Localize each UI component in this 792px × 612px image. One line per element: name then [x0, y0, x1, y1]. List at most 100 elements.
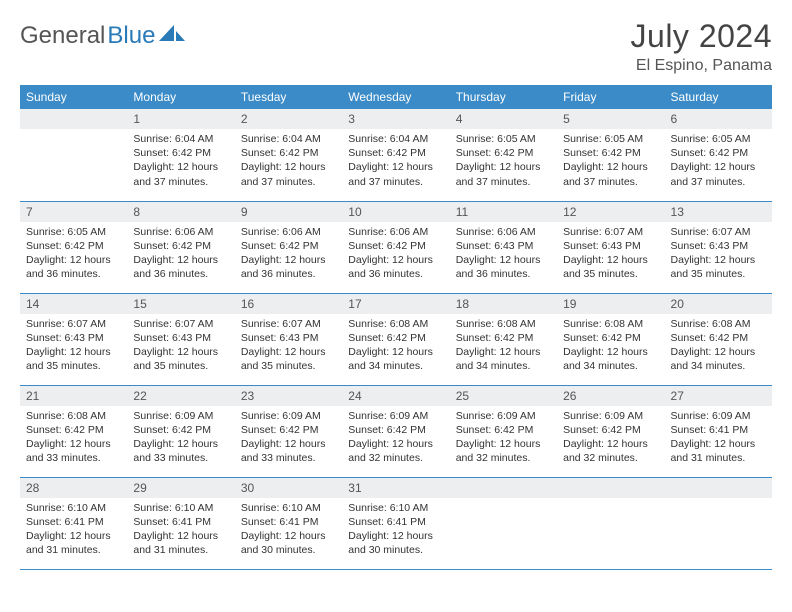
calendar-cell: 27Sunrise: 6:09 AMSunset: 6:41 PMDayligh…: [665, 385, 772, 477]
brand-part1: General: [20, 22, 105, 50]
calendar-cell: 10Sunrise: 6:06 AMSunset: 6:42 PMDayligh…: [342, 201, 449, 293]
day-content: Sunrise: 6:09 AMSunset: 6:41 PMDaylight:…: [665, 406, 772, 472]
calendar-cell: 3Sunrise: 6:04 AMSunset: 6:42 PMDaylight…: [342, 109, 449, 201]
day-content: Sunrise: 6:06 AMSunset: 6:42 PMDaylight:…: [235, 222, 342, 288]
day-number: 16: [235, 294, 342, 314]
day-number: 25: [450, 386, 557, 406]
brand-part2: Blue: [107, 22, 155, 50]
day-number: 7: [20, 202, 127, 222]
calendar-cell: 17Sunrise: 6:08 AMSunset: 6:42 PMDayligh…: [342, 293, 449, 385]
day-number: 11: [450, 202, 557, 222]
calendar-row: 7Sunrise: 6:05 AMSunset: 6:42 PMDaylight…: [20, 201, 772, 293]
day-content: Sunrise: 6:05 AMSunset: 6:42 PMDaylight:…: [557, 129, 664, 195]
calendar-row: 1Sunrise: 6:04 AMSunset: 6:42 PMDaylight…: [20, 109, 772, 201]
day-content: Sunrise: 6:10 AMSunset: 6:41 PMDaylight:…: [342, 498, 449, 564]
calendar-row: 14 Sunrise: 6:07 AMSunset: 6:43 PMDayligh…: [20, 293, 772, 385]
day-number: 6: [665, 109, 772, 129]
weekday-header: Thursday: [450, 85, 557, 109]
day-number: 3: [342, 109, 449, 129]
calendar-cell: 26Sunrise: 6:09 AMSunset: 6:42 PMDayligh…: [557, 385, 664, 477]
day-number: 27: [665, 386, 772, 406]
calendar-cell: 19Sunrise: 6:08 AMSunset: 6:42 PMDayligh…: [557, 293, 664, 385]
brand-logo: GeneralBlue: [20, 22, 185, 50]
day-number: 2: [235, 109, 342, 129]
day-content: Sunrise: 6:09 AMSunset: 6:42 PMDaylight:…: [235, 406, 342, 472]
calendar-row: 28Sunrise: 6:10 AMSunset: 6:41 PMDayligh…: [20, 477, 772, 569]
day-content: Sunrise: 6:08 AMSunset: 6:42 PMDaylight:…: [557, 314, 664, 380]
weekday-header: Wednesday: [342, 85, 449, 109]
day-number: 19: [557, 294, 664, 314]
weekday-header: Monday: [127, 85, 234, 109]
calendar-cell: 5Sunrise: 6:05 AMSunset: 6:42 PMDaylight…: [557, 109, 664, 201]
location-label: El Espino, Panama: [631, 57, 772, 75]
calendar-cell-empty: [450, 477, 557, 569]
weekday-header: Friday: [557, 85, 664, 109]
day-content: Sunrise: 6:08 AMSunset: 6:42 PMDaylight:…: [450, 314, 557, 380]
day-content: Sunrise: 6:04 AMSunset: 6:42 PMDaylight:…: [342, 129, 449, 195]
day-number: 9: [235, 202, 342, 222]
day-number: 12: [557, 202, 664, 222]
day-number: 13: [665, 202, 772, 222]
calendar-cell: 28Sunrise: 6:10 AMSunset: 6:41 PMDayligh…: [20, 477, 127, 569]
calendar-cell-empty: [665, 477, 772, 569]
calendar-cell: 12Sunrise: 6:07 AMSunset: 6:43 PMDayligh…: [557, 201, 664, 293]
calendar-cell: 25Sunrise: 6:09 AMSunset: 6:42 PMDayligh…: [450, 385, 557, 477]
calendar-cell: 22Sunrise: 6:09 AMSunset: 6:42 PMDayligh…: [127, 385, 234, 477]
day-content: Sunrise: 6:09 AMSunset: 6:42 PMDaylight:…: [342, 406, 449, 472]
calendar-cell: 8Sunrise: 6:06 AMSunset: 6:42 PMDaylight…: [127, 201, 234, 293]
weekday-header: Tuesday: [235, 85, 342, 109]
calendar-cell: 15Sunrise: 6:07 AMSunset: 6:43 PMDayligh…: [127, 293, 234, 385]
calendar-body: 1Sunrise: 6:04 AMSunset: 6:42 PMDaylight…: [20, 109, 772, 569]
calendar-cell: 14Sunrise: 6:07 AMSunset: 6:43 PMDayligh…: [20, 293, 127, 385]
day-number: 10: [342, 202, 449, 222]
calendar-cell: 13Sunrise: 6:07 AMSunset: 6:43 PMDayligh…: [665, 201, 772, 293]
day-number: 30: [235, 478, 342, 498]
month-title: July 2024: [631, 18, 772, 55]
day-number: 4: [450, 109, 557, 129]
calendar-cell: 18Sunrise: 6:08 AMSunset: 6:42 PMDayligh…: [450, 293, 557, 385]
day-number: 23: [235, 386, 342, 406]
day-number: 20: [665, 294, 772, 314]
day-number: 28: [20, 478, 127, 498]
day-content: Sunrise: 6:10 AMSunset: 6:41 PMDaylight:…: [127, 498, 234, 564]
day-number: 29: [127, 478, 234, 498]
calendar-cell: 31Sunrise: 6:10 AMSunset: 6:41 PMDayligh…: [342, 477, 449, 569]
calendar-cell: 30Sunrise: 6:10 AMSunset: 6:41 PMDayligh…: [235, 477, 342, 569]
calendar-table: Sunday Monday Tuesday Wednesday Thursday…: [20, 85, 772, 570]
calendar-cell: 7Sunrise: 6:05 AMSunset: 6:42 PMDaylight…: [20, 201, 127, 293]
calendar-cell: 23Sunrise: 6:09 AMSunset: 6:42 PMDayligh…: [235, 385, 342, 477]
day-content: Sunrise: 6:10 AMSunset: 6:41 PMDaylight:…: [20, 498, 127, 564]
calendar-cell-empty: [20, 109, 127, 201]
day-number: 31: [342, 478, 449, 498]
title-block: July 2024 El Espino, Panama: [631, 18, 772, 75]
day-number: 26: [557, 386, 664, 406]
calendar-row: 21Sunrise: 6:08 AMSunset: 6:42 PMDayligh…: [20, 385, 772, 477]
weekday-header: Saturday: [665, 85, 772, 109]
day-content: Sunrise: 6:06 AMSunset: 6:43 PMDaylight:…: [450, 222, 557, 288]
day-number: 17: [342, 294, 449, 314]
day-content: Sunrise: 6:06 AMSunset: 6:42 PMDaylight:…: [342, 222, 449, 288]
day-number: 5: [557, 109, 664, 129]
calendar-cell: 9Sunrise: 6:06 AMSunset: 6:42 PMDaylight…: [235, 201, 342, 293]
day-number: 1: [127, 109, 234, 129]
calendar-cell: 29Sunrise: 6:10 AMSunset: 6:41 PMDayligh…: [127, 477, 234, 569]
day-number: 15: [127, 294, 234, 314]
day-number: 14: [20, 294, 127, 314]
day-content: Sunrise: 6:09 AMSunset: 6:42 PMDaylight:…: [127, 406, 234, 472]
day-content: Sunrise: 6:07 AMSunset: 6:43 PMDaylight:…: [235, 314, 342, 380]
calendar-cell: 11Sunrise: 6:06 AMSunset: 6:43 PMDayligh…: [450, 201, 557, 293]
day-content: Sunrise: 6:08 AMSunset: 6:42 PMDaylight:…: [342, 314, 449, 380]
day-number: 21: [20, 386, 127, 406]
calendar-cell: 20Sunrise: 6:08 AMSunset: 6:42 PMDayligh…: [665, 293, 772, 385]
day-number: 8: [127, 202, 234, 222]
calendar-cell: 21Sunrise: 6:08 AMSunset: 6:42 PMDayligh…: [20, 385, 127, 477]
day-content: Sunrise: 6:04 AMSunset: 6:42 PMDaylight:…: [127, 129, 234, 195]
calendar-cell-empty: [557, 477, 664, 569]
day-content: Sunrise: 6:04 AMSunset: 6:42 PMDaylight:…: [235, 129, 342, 195]
day-content: Sunrise: 6:05 AMSunset: 6:42 PMDaylight:…: [20, 222, 127, 288]
sail-icon: [159, 22, 185, 50]
day-content: Sunrise: 6:07 AMSunset: 6:43 PMDaylight:…: [557, 222, 664, 288]
day-content: Sunrise: 6:05 AMSunset: 6:42 PMDaylight:…: [665, 129, 772, 195]
calendar-cell: 2Sunrise: 6:04 AMSunset: 6:42 PMDaylight…: [235, 109, 342, 201]
day-content: Sunrise: 6:06 AMSunset: 6:42 PMDaylight:…: [127, 222, 234, 288]
